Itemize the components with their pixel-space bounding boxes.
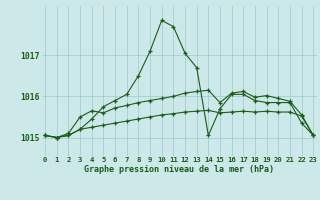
X-axis label: Graphe pression niveau de la mer (hPa): Graphe pression niveau de la mer (hPa): [84, 165, 274, 174]
